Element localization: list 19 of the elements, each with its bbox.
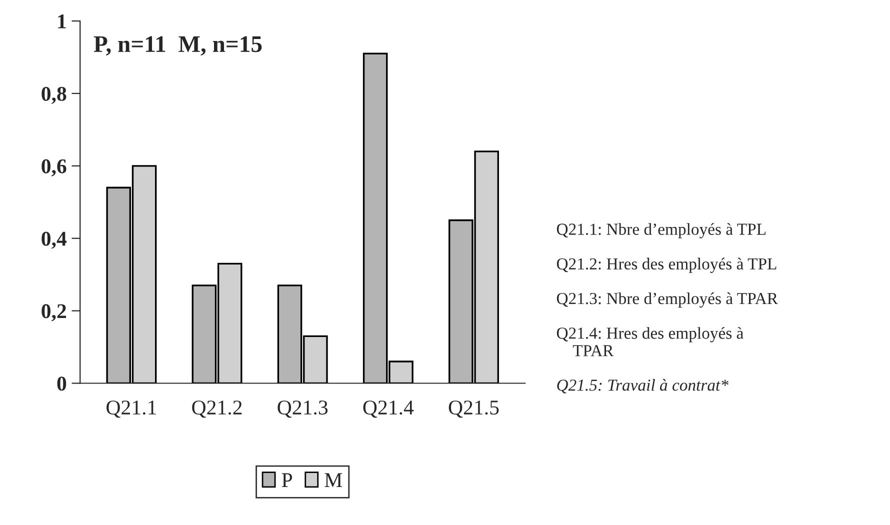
x-tick-label: Q21.3 — [278, 400, 328, 418]
text: Q21.3: Nbre d’employés à TPAR — [556, 292, 778, 308]
text: Q21.5: Travail à contrat* — [557, 379, 728, 394]
y-tick-label: 0 — [57, 376, 66, 391]
y-tick-label: 1 — [58, 14, 66, 28]
x-tick-label: Q21.2 — [192, 400, 242, 418]
text: Q21.1: Nbre d’employés à TPL — [556, 223, 766, 238]
x-tick-label: Q21.5 — [448, 400, 499, 418]
x-tick-label: Q21.4 — [363, 400, 414, 418]
y-tick-label: 0,6 — [42, 159, 66, 176]
legend-label: M — [324, 473, 342, 487]
x-tick-label: Q21.1 — [106, 400, 156, 418]
y-tick-label: 0,4 — [42, 232, 67, 249]
legend-label: P — [282, 473, 292, 487]
text: Q21.2: Hres des employés à TPL — [556, 258, 776, 273]
text: Q21.4: Hres des employés à TPAR — [556, 327, 744, 356]
annotation: P, n=11 M, n=15 — [94, 36, 262, 56]
y-tick-label: 0,8 — [42, 86, 66, 104]
y-tick-label: 0,2 — [42, 304, 66, 322]
